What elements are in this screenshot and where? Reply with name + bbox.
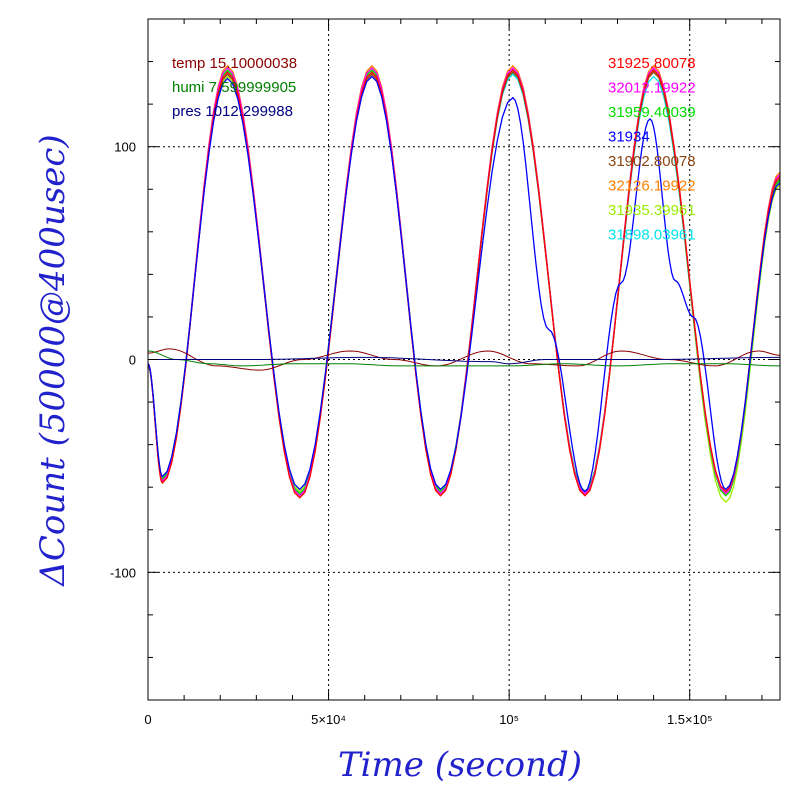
legend-entry-humi: humi 7.599999905 xyxy=(172,79,296,96)
legend-entry-counter: 31898.03961 xyxy=(608,227,696,244)
series-line-pres xyxy=(148,356,780,365)
legend-entry-temp: temp 15.10000038 xyxy=(172,55,297,72)
legend-entry-counter: 31925.80078 xyxy=(608,55,696,72)
signal-series-group xyxy=(147,64,781,504)
x-tick-label: 5×10⁴ xyxy=(311,712,346,727)
tick-labels: 0 5×10⁴ 10⁵ 1.5×10⁵ 100 0 -100 xyxy=(110,140,713,727)
legend-entry-pres: pres 1012.299988 xyxy=(172,103,293,120)
x-tick-label: 1.5×10⁵ xyxy=(667,712,713,727)
environment-series-group xyxy=(147,348,780,371)
series-line-humi xyxy=(147,350,780,367)
y-tick-label: 100 xyxy=(114,140,136,155)
y-axis-title: ΔCount (50000@400usec) xyxy=(33,134,73,587)
legend-environment: temp 15.10000038 humi 7.599999905 pres 101… xyxy=(172,55,297,120)
y-tick-label: -100 xyxy=(110,565,136,580)
legend-entry-counter: 31934 xyxy=(608,129,650,146)
x-axis-title: Time (second) xyxy=(338,745,582,785)
legend-entry-counter: 31959.40039 xyxy=(608,104,696,121)
series-line-temp xyxy=(148,348,780,371)
y-tick-label: 0 xyxy=(129,353,136,368)
legend-entry-counter: 31935.39961 xyxy=(608,202,696,219)
signal-series-line xyxy=(147,75,781,493)
legend-counters: 31925.80078 32012.19922 31959.40039 31934 31… xyxy=(608,55,696,244)
legend-entry-counter: 31902.80078 xyxy=(608,153,696,170)
axis-ticks xyxy=(147,18,780,701)
x-tick-label: 0 xyxy=(144,712,151,727)
x-tick-label: 10⁵ xyxy=(499,712,519,727)
legend-entry-counter: 32012.19922 xyxy=(608,80,696,97)
legend-entry-counter: 32126.19922 xyxy=(608,178,696,195)
